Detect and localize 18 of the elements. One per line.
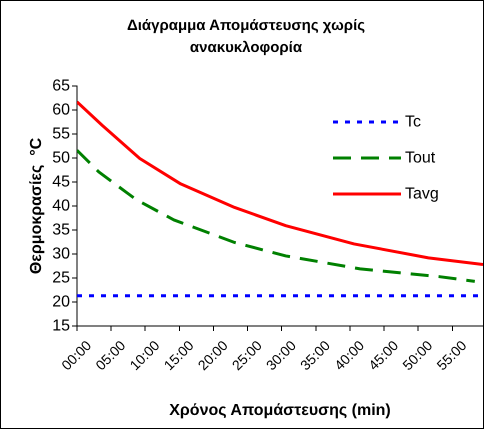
line-series [76,148,476,283]
chart-title: Διάγραμμα Απομάστευσης χωρίς ανακυκλοφορία [126,16,366,58]
y-tick-label: 55 [52,125,70,142]
legend-label: Tout [405,149,436,166]
y-tick-label: 40 [52,197,70,214]
y-tick-label: 45 [52,173,70,190]
y-tick-label: 60 [52,101,70,118]
y-tick-label: 50 [52,149,70,166]
y-tick-label: 30 [52,245,70,262]
legend-label: Tc [405,113,421,130]
y-tick-label: 65 [52,77,70,94]
legend-label: Tavg [405,185,439,202]
y-tick-label: 20 [52,293,70,310]
y-tick-label: 25 [52,269,70,286]
y-tick-label: 15 [52,317,70,334]
x-axis-title: Χρόνος Απομάστευσης (min) [169,402,391,419]
y-tick-label: 35 [52,221,70,238]
y-axis-title: Θερμοκρασίες °C [28,137,46,274]
